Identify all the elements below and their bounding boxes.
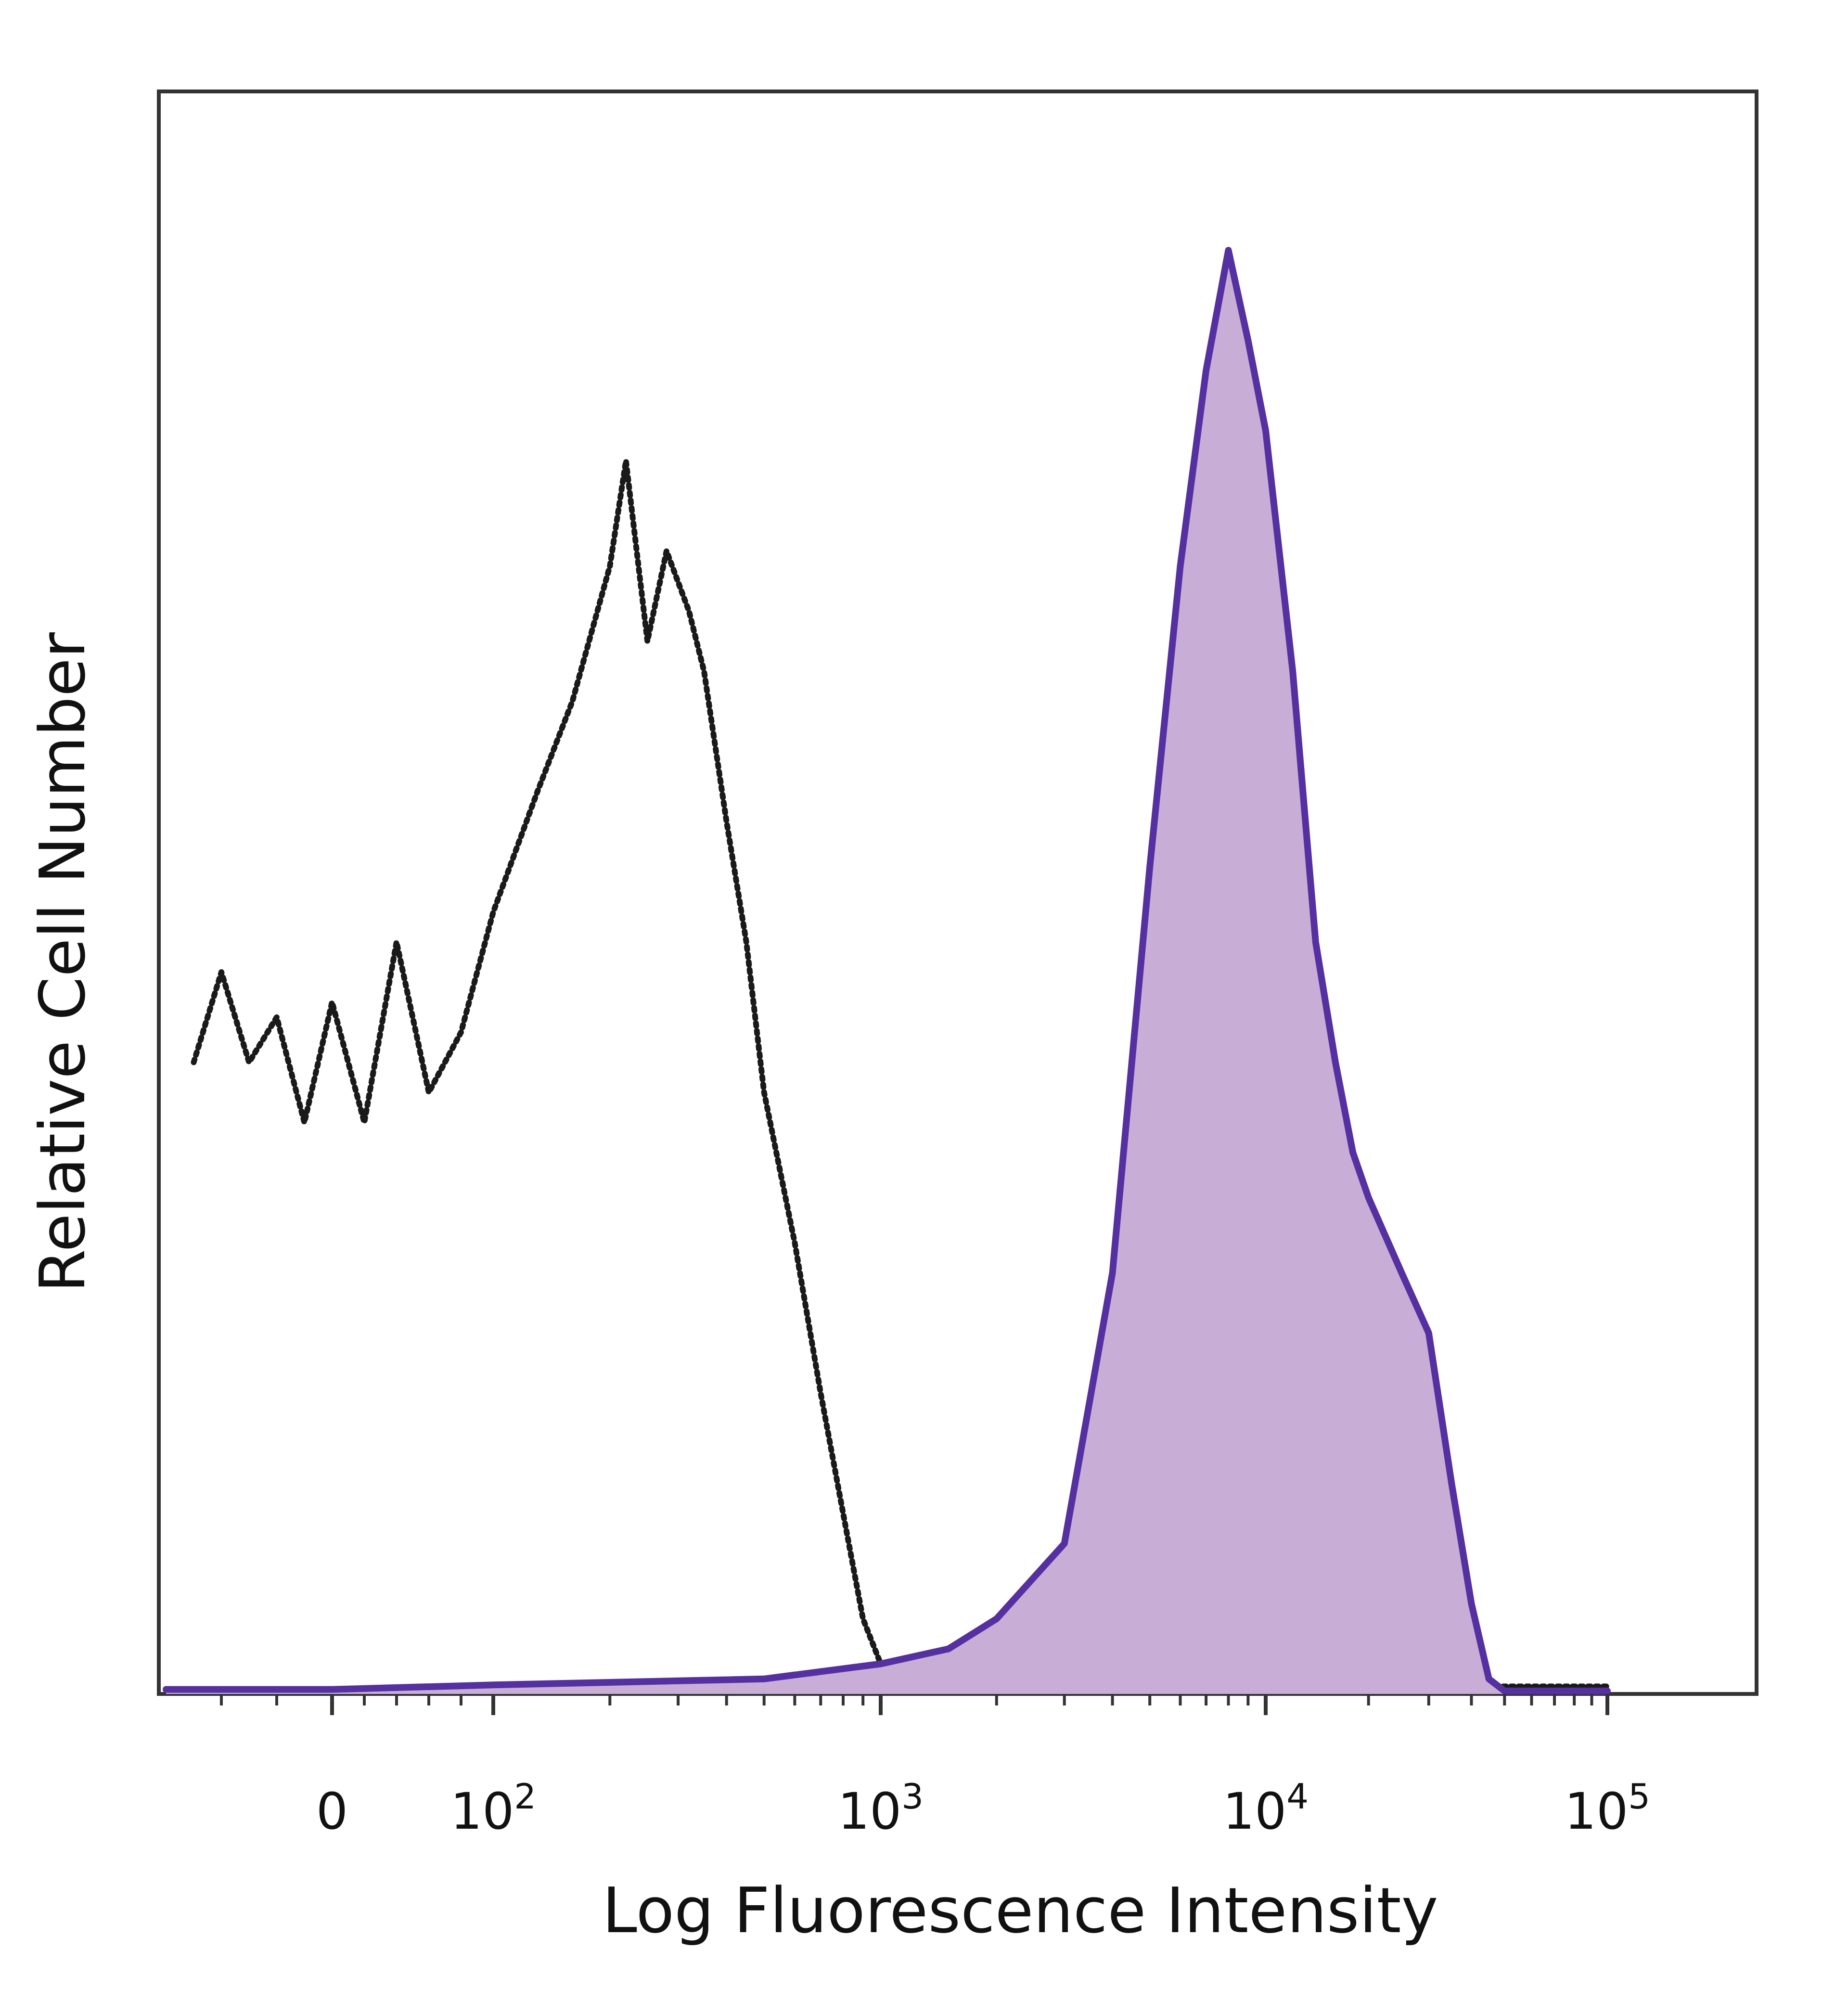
isotype-control-series [191,458,1610,1690]
stained-sample-series [163,247,1611,1694]
plot-frame [157,90,1758,1696]
stained-sample-fill [166,250,1607,1694]
y-axis-label: Relative Cell Number [26,632,99,1293]
x-tick-label: 0 [316,1782,348,1841]
x-axis-label: Log Fluorescence Intensity [602,1874,1438,1947]
x-tick-label: 105 [1565,1776,1650,1841]
stained-sample-outline [163,247,1611,1694]
x-axis-ticks: 0 102 103 104 105 [220,1694,1650,1841]
x-tick-label: 102 [450,1776,536,1841]
x-tick-label: 103 [838,1776,924,1841]
isotype-control-outline [191,458,1610,1690]
series-layer [163,247,1611,1694]
x-tick-label: 104 [1223,1776,1309,1841]
